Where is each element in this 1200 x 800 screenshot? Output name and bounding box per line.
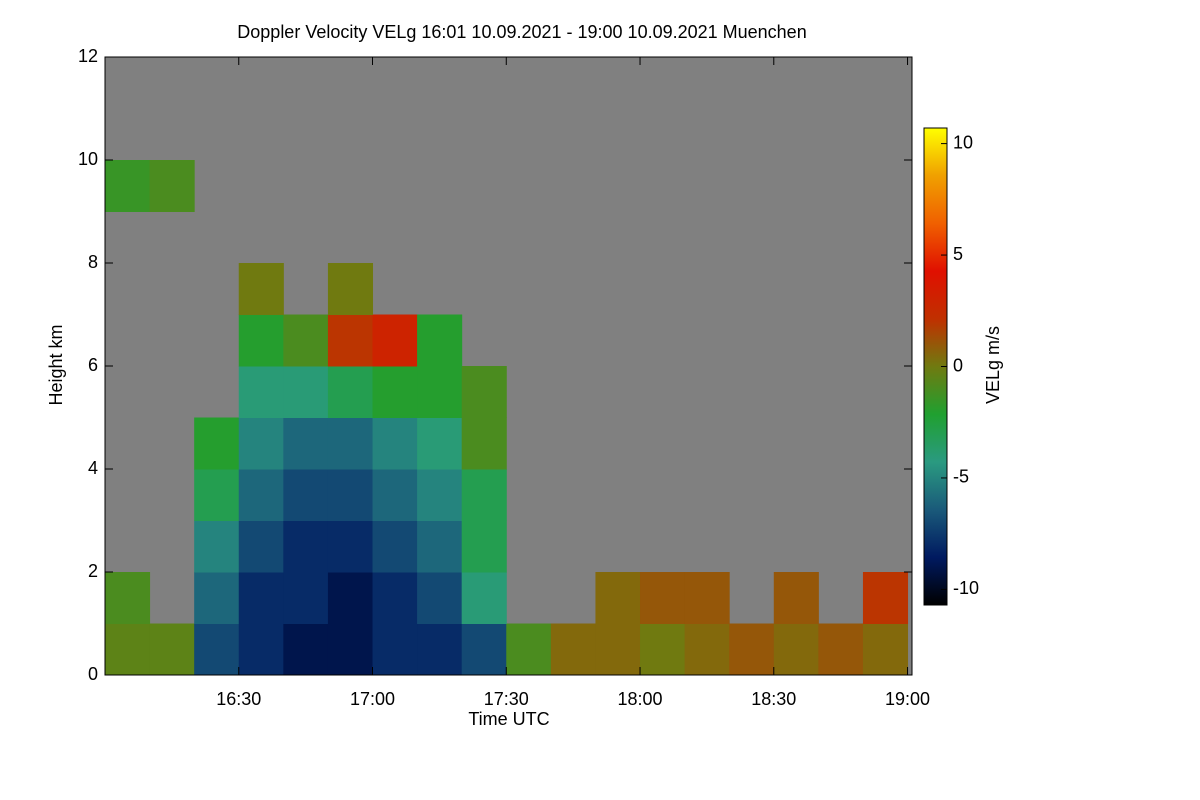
- heatmap-cell: [684, 572, 730, 624]
- heatmap-cell: [417, 417, 463, 470]
- heatmap-cell: [372, 366, 418, 418]
- heatmap-cell: [194, 572, 240, 624]
- heatmap-cell: [105, 572, 151, 624]
- heatmap-cell: [238, 314, 284, 367]
- heatmap-cell: [461, 469, 507, 521]
- colorbar-tick-label: 5: [953, 244, 963, 264]
- y-axis-label: Height km: [46, 324, 66, 405]
- heatmap-cell: [327, 314, 374, 367]
- heatmap-cell: [595, 623, 641, 676]
- heatmap-cell: [283, 572, 329, 624]
- heatmap-cell: [818, 623, 864, 676]
- heatmap-cell: [461, 366, 507, 418]
- heatmap-cell: [238, 263, 284, 315]
- heatmap-cell: [372, 417, 418, 470]
- heatmap-cell: [327, 469, 374, 521]
- heatmap-cell: [372, 572, 418, 624]
- heatmap-cell: [194, 469, 240, 521]
- heatmap-cell: [283, 366, 329, 418]
- heatmap-cell: [238, 572, 284, 624]
- heatmap-cell: [862, 572, 909, 624]
- heatmap-cell: [372, 314, 418, 367]
- x-tick-label: 17:30: [484, 689, 529, 709]
- colorbar-tick-label: -5: [953, 467, 969, 487]
- x-tick-label: 17:00: [350, 689, 395, 709]
- heatmap-cell: [684, 623, 730, 676]
- y-tick-label: 10: [78, 149, 98, 169]
- heatmap-cell: [461, 520, 507, 573]
- y-tick-label: 2: [88, 561, 98, 581]
- heatmap-cell: [417, 366, 463, 418]
- y-tick-label: 12: [78, 46, 98, 66]
- heatmap-cell: [238, 417, 284, 470]
- heatmap-cell: [417, 623, 463, 676]
- heatmap-cell: [283, 623, 329, 676]
- heatmap-cell: [327, 263, 374, 315]
- heatmap-cell: [194, 520, 240, 573]
- heatmap-cell: [238, 366, 284, 418]
- chart-title: Doppler Velocity VELg 16:01 10.09.2021 -…: [237, 22, 806, 42]
- heatmap-cell: [105, 623, 151, 676]
- colorbar-tick-label: 0: [953, 355, 963, 375]
- heatmap-cell: [283, 520, 329, 573]
- heatmap-cell: [417, 314, 463, 367]
- heatmap-cell: [595, 572, 641, 624]
- heatmap-cell: [729, 623, 775, 676]
- heatmap-cell: [640, 623, 686, 676]
- y-tick-label: 0: [88, 664, 98, 684]
- heatmap-cell: [773, 572, 819, 624]
- heatmap-cell: [862, 623, 909, 676]
- heatmap-cell: [149, 623, 195, 676]
- heatmap-cell: [372, 469, 418, 521]
- heatmap-cell: [194, 417, 240, 470]
- heatmap-cell: [417, 520, 463, 573]
- x-tick-label: 16:30: [216, 689, 261, 709]
- y-tick-label: 6: [88, 355, 98, 375]
- heatmap-cell: [550, 623, 596, 676]
- heatmap-cell: [327, 417, 374, 470]
- heatmap-cell: [327, 572, 374, 624]
- y-tick-label: 4: [88, 458, 98, 478]
- heatmap-cell: [461, 623, 507, 676]
- heatmap-cell: [238, 469, 284, 521]
- heatmap-cell: [283, 417, 329, 470]
- x-tick-label: 18:30: [751, 689, 796, 709]
- heatmap-cell: [238, 520, 284, 573]
- heatmap-cell: [327, 623, 374, 676]
- heatmap-cell: [149, 160, 195, 212]
- heatmap-cell: [238, 623, 284, 676]
- x-axis-label: Time UTC: [468, 709, 549, 729]
- colorbar-tick-label: 10: [953, 132, 973, 152]
- y-tick-label: 8: [88, 252, 98, 272]
- colorbar-tick-label: -10: [953, 578, 979, 598]
- heatmap-cell: [105, 160, 151, 212]
- heatmap-cell: [372, 520, 418, 573]
- heatmap-cell: [194, 623, 240, 676]
- heatmap-cell: [417, 469, 463, 521]
- heatmap-cell: [640, 572, 686, 624]
- colorbar-label: VELg m/s: [983, 326, 1003, 404]
- heatmap-cell: [461, 417, 507, 470]
- heatmap-cell: [372, 623, 418, 676]
- x-tick-label: 18:00: [618, 689, 663, 709]
- heatmap-cell: [773, 623, 819, 676]
- heatmap-cell: [506, 623, 552, 676]
- heatmap-cell: [327, 366, 374, 418]
- heatmap-cell: [327, 520, 374, 573]
- heatmap-cell: [461, 572, 507, 624]
- x-tick-label: 19:00: [885, 689, 930, 709]
- heatmap-cell: [283, 469, 329, 521]
- heatmap-cell: [417, 572, 463, 624]
- heatmap-cell: [283, 314, 329, 367]
